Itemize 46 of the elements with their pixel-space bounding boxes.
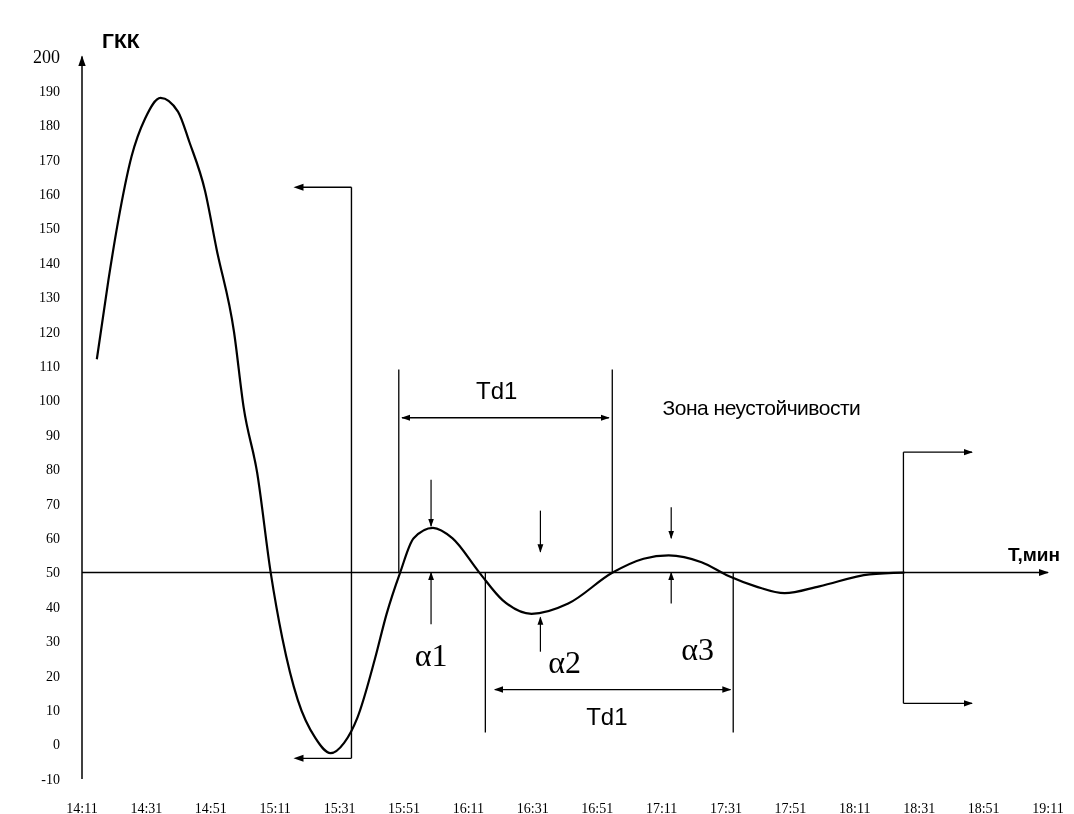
x-tick-label: 17:51 bbox=[774, 800, 807, 814]
y-tick-label: 90 bbox=[46, 427, 60, 443]
y-tick-label: 130 bbox=[39, 290, 60, 306]
y-tick-label: 50 bbox=[46, 565, 60, 581]
y-tick-label: 70 bbox=[46, 496, 60, 512]
annotation: α1 bbox=[414, 636, 448, 673]
x-tick-label: 15:11 bbox=[259, 800, 291, 814]
y-tick-label: 120 bbox=[39, 324, 60, 340]
x-tick-label: 18:11 bbox=[839, 800, 871, 814]
y-tick-label: 200 bbox=[33, 46, 60, 67]
y-axis-title: ГКК bbox=[102, 29, 140, 52]
x-tick-label: 16:51 bbox=[581, 800, 614, 814]
y-tick-label: 150 bbox=[39, 221, 60, 237]
y-tick-label: -10 bbox=[41, 771, 60, 787]
x-tick-label: 17:11 bbox=[645, 800, 678, 814]
annotation: Td1 bbox=[586, 703, 628, 731]
y-tick-label: 180 bbox=[39, 118, 60, 134]
y-tick-label: 140 bbox=[39, 255, 60, 271]
y-tick-label: 110 bbox=[39, 359, 60, 375]
y-tick-label: 190 bbox=[39, 83, 60, 99]
annotation: Зона неустойчивости bbox=[662, 395, 861, 419]
y-tick-label: 80 bbox=[46, 462, 60, 478]
x-tick-label: 17:31 bbox=[710, 800, 742, 814]
x-tick-label: 15:51 bbox=[388, 800, 420, 814]
x-tick-label: 16:11 bbox=[452, 800, 485, 814]
x-tick-label: 14:11 bbox=[66, 800, 98, 814]
y-tick-label: 100 bbox=[39, 393, 60, 409]
x-tick-label: 14:51 bbox=[194, 800, 227, 814]
x-tick-label: 19:11 bbox=[1032, 800, 1064, 814]
y-tick-label: 30 bbox=[46, 634, 60, 650]
x-axis-title: T,мин bbox=[1008, 544, 1060, 565]
x-tick-label: 16:31 bbox=[516, 800, 549, 814]
y-tick-label: 40 bbox=[46, 599, 60, 615]
y-tick-label: 60 bbox=[46, 531, 60, 547]
y-tick-label: 0 bbox=[53, 737, 60, 753]
x-tick-label: 18:51 bbox=[967, 800, 1000, 814]
x-tick-label: 15:31 bbox=[323, 800, 356, 814]
annotation: Td1 bbox=[476, 376, 518, 404]
y-tick-label: 160 bbox=[39, 187, 60, 203]
y-tick-label: 170 bbox=[39, 152, 60, 168]
y-tick-label: 20 bbox=[46, 668, 60, 684]
x-tick-label: 14:31 bbox=[130, 800, 163, 814]
annotation: α2 bbox=[548, 644, 581, 681]
y-tick-label: 10 bbox=[46, 703, 60, 719]
x-tick-label: 18:31 bbox=[903, 800, 936, 814]
annotation: α3 bbox=[681, 630, 715, 667]
